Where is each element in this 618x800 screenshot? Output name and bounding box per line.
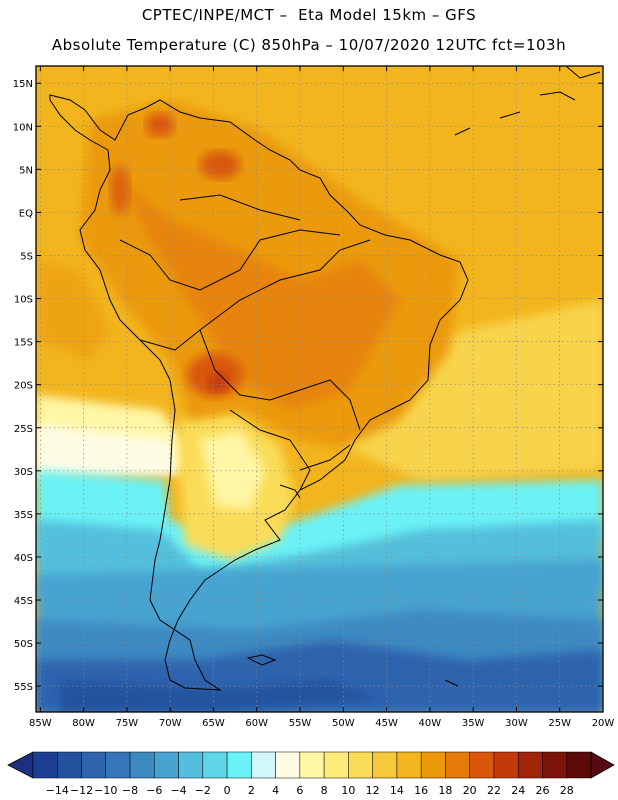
lon-label: 45W — [375, 718, 398, 729]
colorbar-bin — [226, 751, 252, 779]
colorbar-bin — [202, 751, 228, 779]
lon-label: 35W — [462, 718, 485, 729]
lat-label: 55S — [14, 682, 33, 693]
lon-label: 85W — [29, 718, 52, 729]
lat-label: 15N — [13, 79, 33, 90]
lon-label: 75W — [116, 718, 139, 729]
colorbar-bin — [129, 751, 155, 779]
colorbar-arrow-right — [590, 751, 615, 779]
lon-label: 20W — [592, 718, 615, 729]
map-title: CPTEC/INPE/MCT – Eta Model 15km – GFS — [141, 6, 477, 24]
colorbar-label: 18 — [438, 784, 452, 797]
colorbar-bin — [348, 751, 373, 779]
colorbar-label: −12 — [70, 784, 93, 797]
lat-label: 35S — [14, 510, 33, 521]
longitude-axis: 85W 80W 75W 70W 65W 60W 55W 50W 45W 40W 35W 30W 25W 2… — [29, 66, 614, 729]
colorbar-bin — [105, 751, 131, 779]
colorbar-label: 28 — [560, 784, 574, 797]
map-frame — [35, 65, 604, 713]
colorbar-labels: −14 −12 −10 −8 −6 −4 −2 0 2 4 6 8 10 12 14 16 18 20 22 24 26… — [46, 784, 574, 797]
lat-label: 10S — [14, 295, 33, 306]
lon-label: 80W — [72, 718, 95, 729]
lon-label: 25W — [548, 718, 571, 729]
map-subtitle: Absolute Temperature (C) 850hPa – 10/07/… — [51, 36, 567, 54]
colorbar-label: 6 — [296, 784, 303, 797]
lat-label: 5N — [19, 165, 33, 176]
lat-label: 5S — [20, 251, 33, 262]
temperature-field — [36, 66, 603, 712]
colorbar-label: −6 — [146, 784, 162, 797]
colorbar-label: 12 — [366, 784, 380, 797]
lon-label: 65W — [202, 718, 225, 729]
colorbar-bin — [566, 751, 592, 779]
colorbar-label: −4 — [170, 784, 186, 797]
colorbar-label: 24 — [511, 784, 525, 797]
colorbar-bin — [275, 751, 301, 779]
colorbar-bin — [493, 751, 519, 779]
colorbar-bin — [32, 751, 58, 779]
lon-label: 30W — [505, 718, 528, 729]
colorbar-bin — [420, 751, 446, 779]
colorbar-label: −2 — [195, 784, 211, 797]
lat-label: 15S — [14, 338, 33, 349]
lon-label: 50W — [332, 718, 355, 729]
colorbar-bin — [299, 751, 325, 779]
colorbar-bin — [396, 751, 422, 779]
colorbar-bin — [81, 751, 107, 779]
colorbar-bin — [469, 751, 495, 779]
colorbar-label: 14 — [390, 784, 404, 797]
lat-label: 30S — [14, 467, 33, 478]
lon-label: 55W — [289, 718, 312, 729]
lat-label: 45S — [14, 596, 33, 607]
colorbar-label: 10 — [341, 784, 355, 797]
colorbar-bin — [57, 751, 82, 779]
colorbar-bin — [154, 751, 179, 779]
colorbar-label: 20 — [463, 784, 477, 797]
colorbar-label: 26 — [535, 784, 549, 797]
lat-label: 20S — [14, 381, 33, 392]
lat-label: 10N — [13, 122, 33, 133]
colorbar-label: −14 — [46, 784, 69, 797]
colorbar-label: 4 — [272, 784, 279, 797]
lat-label: 40S — [14, 553, 33, 564]
colorbar-bin — [542, 751, 567, 779]
lat-label: 50S — [14, 639, 33, 650]
colorbar — [7, 751, 615, 779]
coastlines — [49, 66, 601, 691]
colorbar-bin — [517, 751, 543, 779]
colorbar-bin — [251, 751, 276, 779]
colorbar-label: −10 — [94, 784, 117, 797]
colorbar-label: 8 — [321, 784, 328, 797]
lon-label: 60W — [245, 718, 268, 729]
colorbar-bin — [178, 751, 204, 779]
colorbar-bin — [445, 751, 470, 779]
lat-label: 25S — [14, 424, 33, 435]
colorbar-label: 0 — [224, 784, 231, 797]
colorbar-bin — [372, 751, 398, 779]
colorbar-label: 16 — [414, 784, 428, 797]
lon-label: 70W — [159, 718, 182, 729]
lon-label: 40W — [419, 718, 442, 729]
colorbar-label: 2 — [248, 784, 255, 797]
lat-label: EQ — [19, 208, 33, 219]
colorbar-arrow-left — [7, 751, 34, 779]
colorbar-label: 22 — [487, 784, 501, 797]
map-grid — [36, 66, 604, 712]
colorbar-bin — [323, 751, 349, 779]
latitude-axis: 15N 10N 5N EQ 5S 10S 15S 20S 25S 30S 35S 40S 45S 50S 5… — [13, 79, 603, 693]
colorbar-label: −8 — [122, 784, 138, 797]
